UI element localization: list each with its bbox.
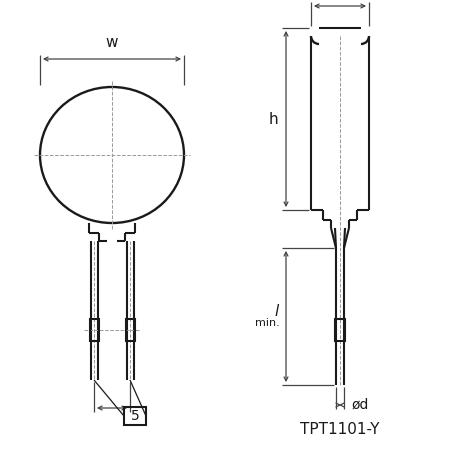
Bar xyxy=(90,319,98,341)
Bar xyxy=(126,319,135,341)
Text: w: w xyxy=(106,35,118,50)
Text: h: h xyxy=(268,111,278,126)
Text: ød: ød xyxy=(352,398,369,412)
Text: TPT1101-Y: TPT1101-Y xyxy=(300,423,380,438)
Bar xyxy=(335,319,345,341)
Text: 5: 5 xyxy=(131,409,139,423)
Text: $l$: $l$ xyxy=(274,303,280,319)
Text: min.: min. xyxy=(255,318,280,329)
Bar xyxy=(124,407,146,425)
